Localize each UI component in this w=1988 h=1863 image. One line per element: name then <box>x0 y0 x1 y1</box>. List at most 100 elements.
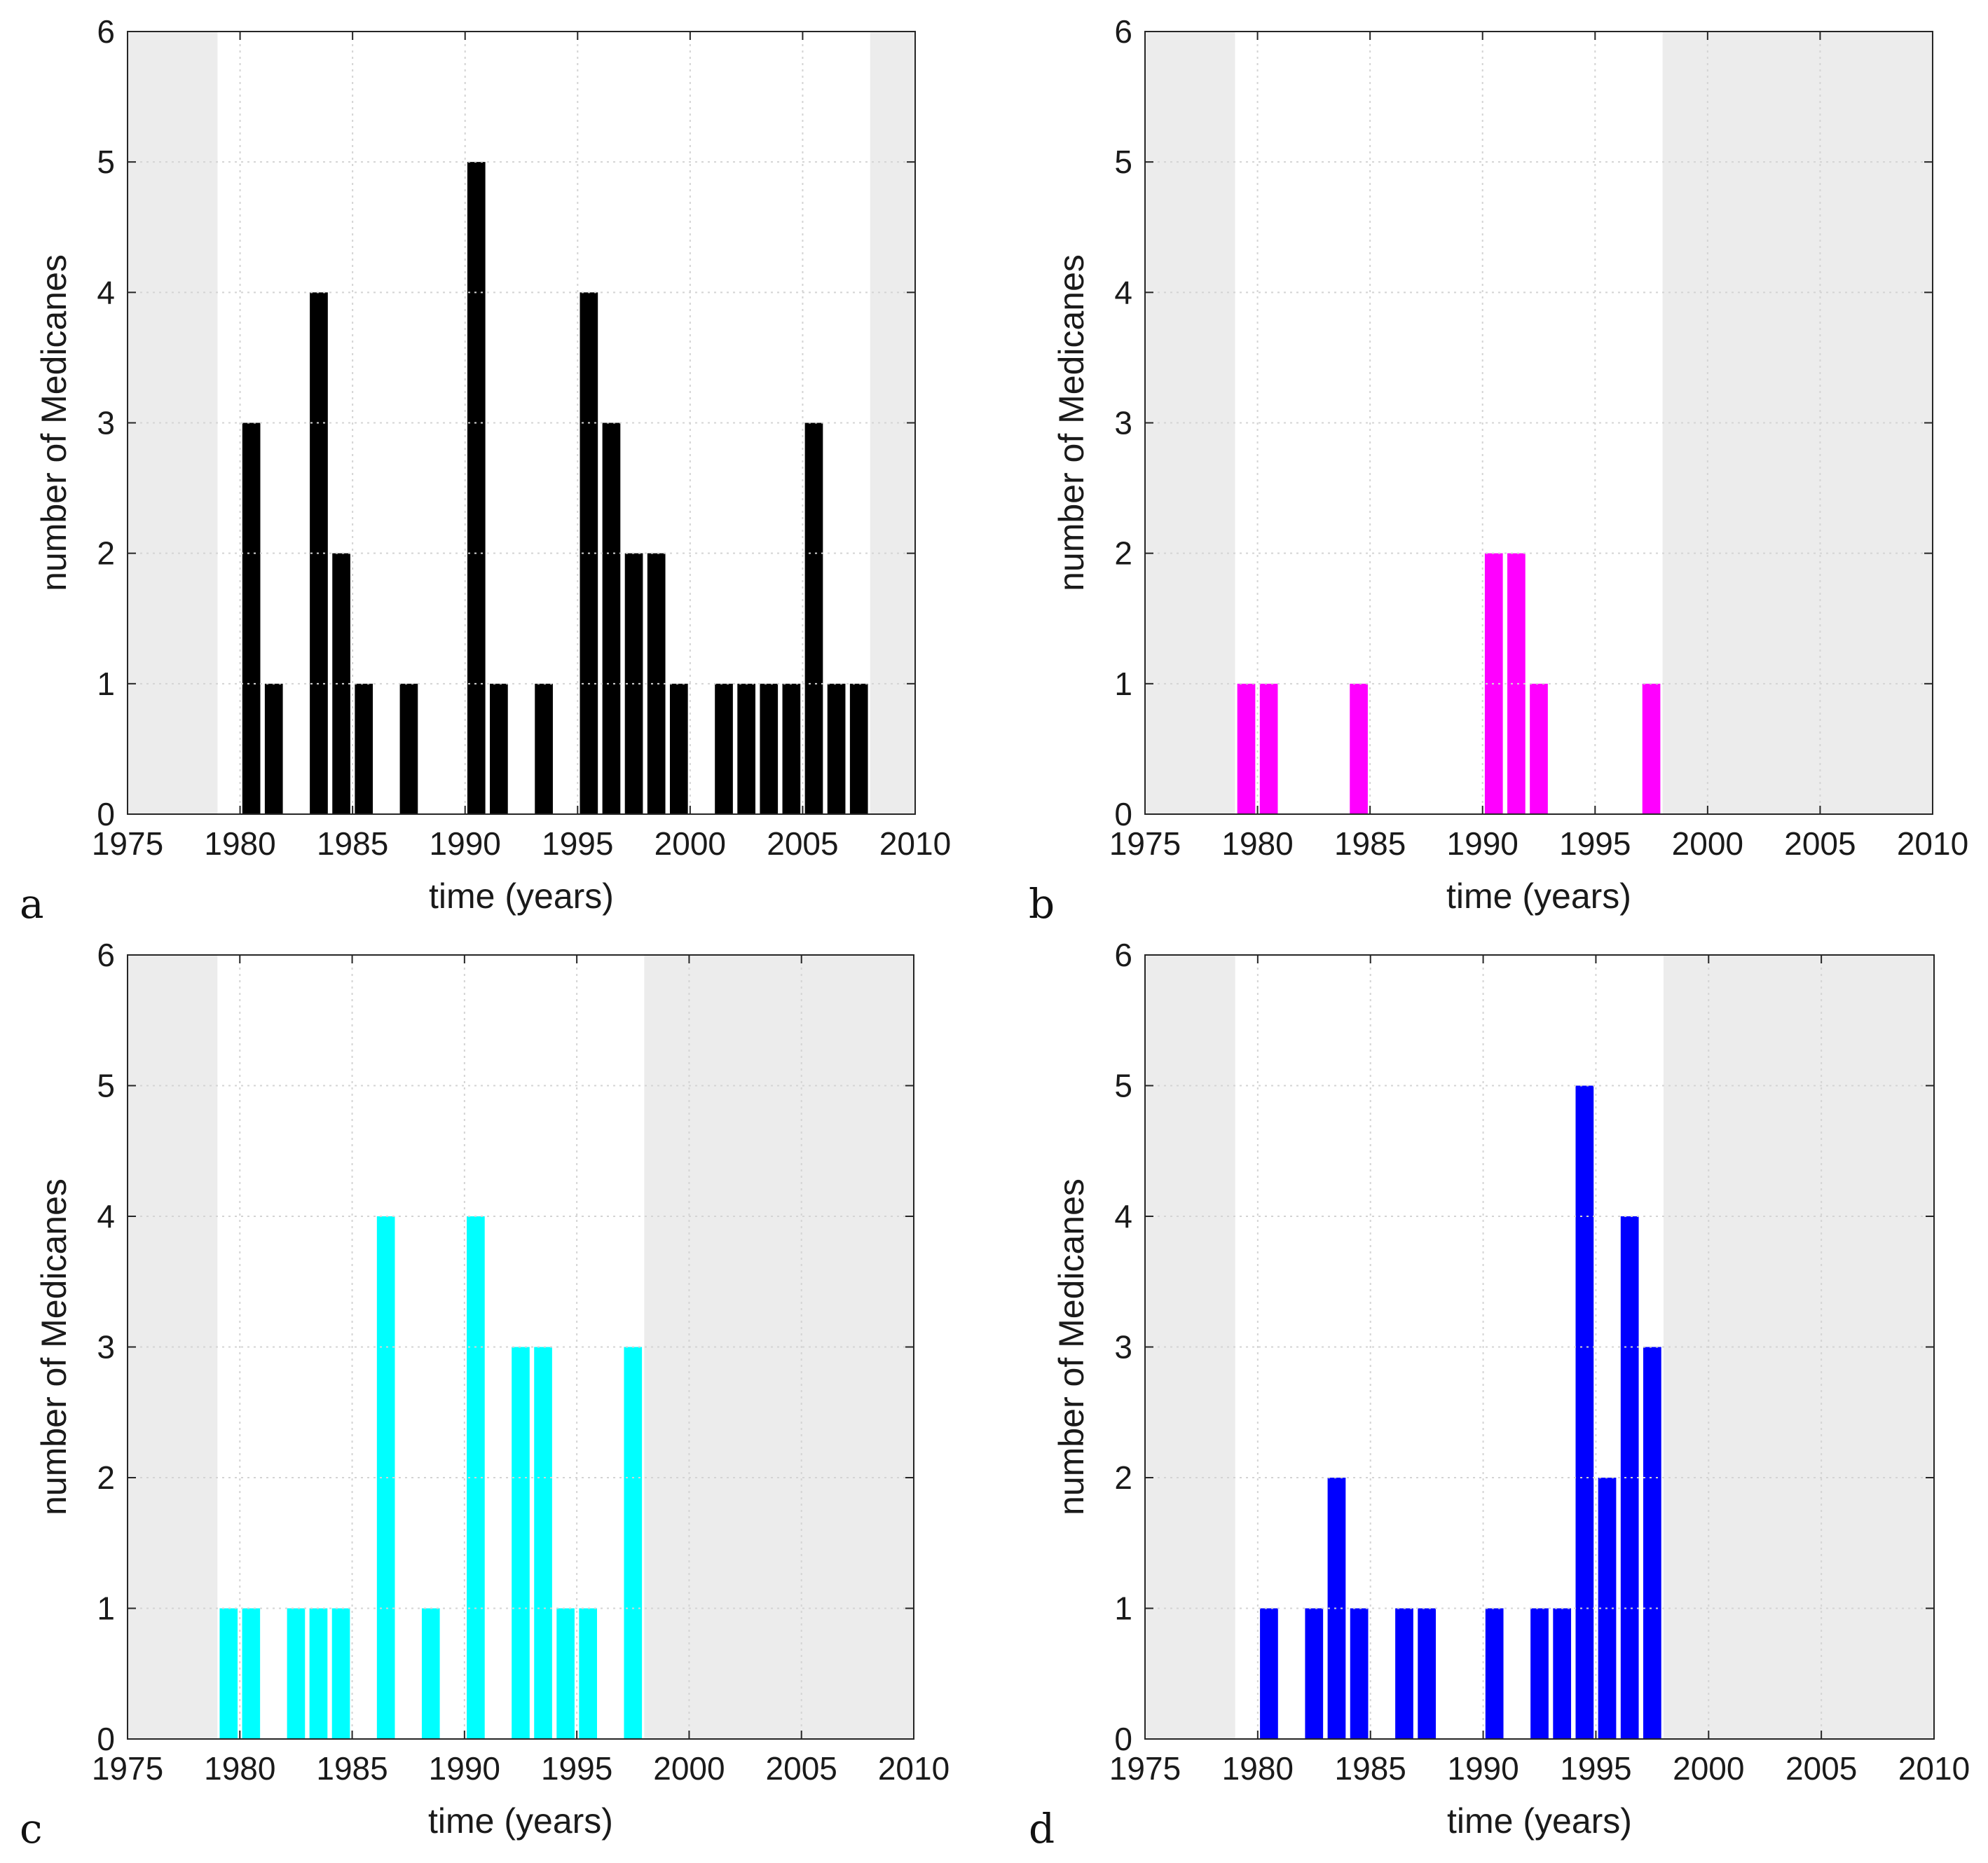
y-tick-label: 3 <box>1114 405 1132 441</box>
x-tick-label: 1990 <box>1447 825 1519 862</box>
bar-d-1992 <box>1530 1608 1549 1739</box>
x-tick-label: 2010 <box>878 1750 950 1787</box>
y-tick-label: 2 <box>1114 1459 1132 1496</box>
y-tick-label: 5 <box>97 144 115 180</box>
bar-b-1979 <box>1237 683 1256 814</box>
bar-a-2007 <box>849 683 868 814</box>
bar-c-1982 <box>287 1608 306 1739</box>
bar-a-1996 <box>602 422 621 814</box>
x-tick-label: 2000 <box>1672 825 1743 862</box>
y-axis-label: number of Medicanes <box>1052 254 1091 591</box>
panel-b: 1975 1980 1985 1990 1995 2000 2005 2010 0 1 2 3 4 5 6 t… <box>1029 13 1968 928</box>
y-tick-label: 6 <box>1114 937 1132 973</box>
panel-letter: c <box>20 1805 42 1852</box>
bar-a-2001 <box>715 683 733 814</box>
x-axis-label: time (years) <box>428 1801 613 1841</box>
x-tick-label: 1980 <box>1222 1750 1294 1787</box>
y-tick-label: 1 <box>97 666 115 702</box>
bar-c-1993 <box>534 1347 552 1739</box>
x-tick-label: 1985 <box>1335 1750 1406 1787</box>
y-tick-label: 0 <box>1114 1721 1132 1757</box>
bar-a-1981 <box>264 683 283 814</box>
y-tick-label: 6 <box>1114 13 1132 50</box>
y-tick-label: 0 <box>97 1721 115 1757</box>
y-tick-label: 2 <box>97 1459 115 1496</box>
x-tick-label: 1985 <box>316 1750 388 1787</box>
x-axis-label: time (years) <box>429 876 614 916</box>
bar-d-1994 <box>1575 1085 1594 1739</box>
x-tick-label: 1990 <box>429 1750 500 1787</box>
panel-a: 1975 1980 1985 1990 1995 2000 2005 2010 0 1 2 3 4 5 6 t… <box>20 13 951 928</box>
bar-b-1997 <box>1642 683 1661 814</box>
x-tick-label: 1990 <box>430 825 501 862</box>
x-tick-label: 1995 <box>1560 1750 1631 1787</box>
x-tick-label: 1990 <box>1447 1750 1519 1787</box>
y-tick-label: 1 <box>1114 666 1132 702</box>
x-tick-label: 2010 <box>1897 825 1968 862</box>
bar-d-1990 <box>1485 1608 1504 1739</box>
bar-a-1984 <box>332 553 350 814</box>
bar-a-1990 <box>467 162 486 814</box>
y-tick-label: 3 <box>97 1329 115 1366</box>
x-tick-label: 1985 <box>317 825 388 862</box>
y-tick-label: 1 <box>97 1590 115 1627</box>
bar-c-1984 <box>331 1608 350 1739</box>
bar-c-1992 <box>512 1347 530 1739</box>
bar-c-1988 <box>421 1608 440 1739</box>
bar-a-1980 <box>242 422 261 814</box>
bar-c-1979 <box>219 1608 238 1739</box>
bar-a-2002 <box>737 683 755 814</box>
x-tick-label: 1975 <box>92 1750 163 1787</box>
x-tick-label: 1995 <box>541 1750 612 1787</box>
y-axis-label: number of Medicanes <box>34 1178 74 1515</box>
bar-b-1992 <box>1530 683 1548 814</box>
y-tick-label: 3 <box>97 405 115 441</box>
bar-d-1983 <box>1327 1478 1346 1739</box>
bar-a-2005 <box>804 422 823 814</box>
y-tick-label: 4 <box>97 274 115 310</box>
y-tick-label: 2 <box>97 535 115 572</box>
bar-a-1991 <box>490 683 508 814</box>
bar-b-1980 <box>1259 683 1278 814</box>
y-tick-label: 6 <box>97 937 115 973</box>
y-axis-label: number of Medicanes <box>34 254 74 591</box>
bar-a-2004 <box>782 683 801 814</box>
bar-b-1984 <box>1350 683 1368 814</box>
y-tick-label: 0 <box>1114 796 1132 832</box>
bar-a-1998 <box>647 553 666 814</box>
x-tick-label: 2005 <box>766 1750 837 1787</box>
bar-a-1987 <box>399 683 418 814</box>
y-tick-label: 3 <box>1114 1329 1132 1366</box>
y-tick-label: 4 <box>1114 274 1132 310</box>
bar-d-1984 <box>1350 1608 1369 1739</box>
bar-d-1980 <box>1260 1608 1278 1739</box>
y-tick-label: 1 <box>1114 1590 1132 1627</box>
x-axis-label: time (years) <box>1447 1801 1632 1841</box>
bar-d-1986 <box>1395 1608 1413 1739</box>
y-tick-label: 4 <box>1114 1198 1132 1235</box>
y-tick-label: 4 <box>97 1198 115 1235</box>
shaded-region-1 <box>1662 32 1933 814</box>
x-tick-label: 2000 <box>654 825 726 862</box>
x-tick-label: 2000 <box>1673 1750 1744 1787</box>
y-tick-label: 5 <box>97 1068 115 1104</box>
x-tick-label: 1980 <box>204 825 275 862</box>
y-tick-label: 0 <box>97 796 115 832</box>
x-tick-label: 1975 <box>1109 825 1181 862</box>
y-tick-label: 6 <box>97 13 115 50</box>
x-tick-label: 1980 <box>204 1750 275 1787</box>
bar-b-1991 <box>1507 553 1526 814</box>
panel-letter: d <box>1029 1805 1055 1852</box>
bar-a-1993 <box>535 683 553 814</box>
x-tick-label: 1980 <box>1221 825 1293 862</box>
panel-c: 1975 1980 1985 1990 1995 2000 2005 2010 0 1 2 3 4 5 6 t… <box>20 937 950 1852</box>
x-tick-label: 1985 <box>1334 825 1406 862</box>
x-tick-label: 1975 <box>1109 1750 1181 1787</box>
panel-d: 1975 1980 1985 1990 1995 2000 2005 2010 0 1 2 3 4 5 6 t… <box>1029 937 1970 1852</box>
x-tick-label: 2000 <box>653 1750 725 1787</box>
bar-d-1982 <box>1305 1608 1324 1739</box>
y-tick-label: 5 <box>1114 1068 1132 1104</box>
bar-d-1997 <box>1643 1347 1661 1739</box>
bar-d-1987 <box>1418 1608 1437 1739</box>
